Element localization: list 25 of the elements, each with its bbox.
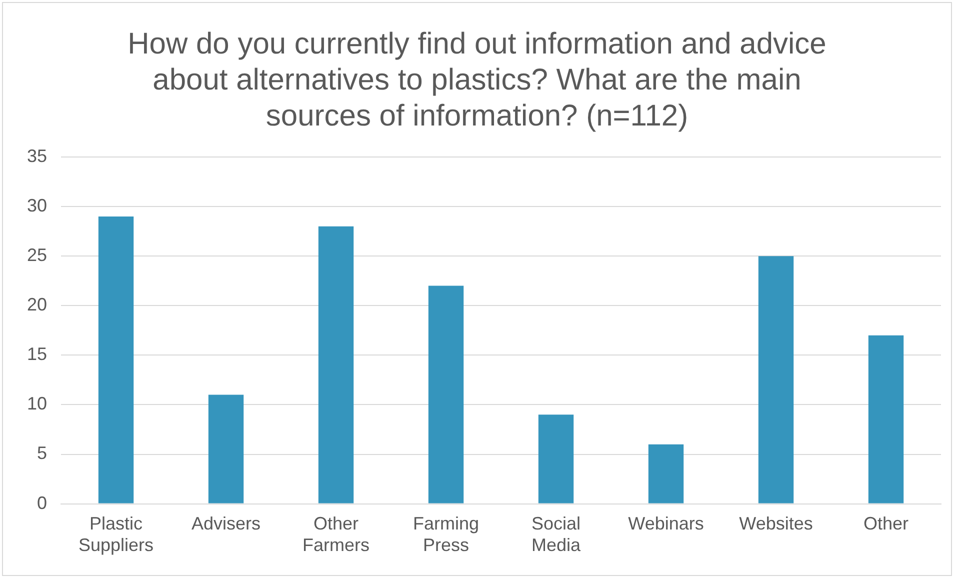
y-tick-label: 30 — [26, 196, 48, 216]
x-tick-label: Webinars — [628, 514, 704, 534]
x-tick-label: Plastic Suppliers — [78, 514, 154, 556]
bar — [98, 216, 134, 504]
x-tick-label: Farming Press — [413, 514, 480, 556]
x-tick-label: Advisers — [192, 514, 261, 534]
x-tick-label: Other Farmers — [302, 514, 370, 556]
bar — [648, 444, 684, 504]
y-tick-label: 35 — [26, 146, 48, 166]
x-tick-label: Websites — [739, 514, 813, 534]
bar — [318, 226, 354, 504]
bar — [868, 335, 904, 504]
y-tick-label: 5 — [37, 443, 48, 464]
chart-title: How do you currently find out information and advice about alternatives to plastics? What are the main sources of information? (n=112) — [128, 27, 826, 132]
bar — [428, 286, 464, 504]
y-tick-label: 10 — [26, 394, 48, 414]
x-tick-label: Other — [863, 514, 909, 534]
y-tick-label: 0 — [37, 492, 48, 513]
bar — [208, 394, 244, 504]
x-tick-label: Social Media — [531, 514, 582, 556]
bar — [538, 414, 574, 504]
y-tick-label: 20 — [26, 294, 48, 315]
y-tick-label: 15 — [26, 344, 48, 364]
y-tick-label: 25 — [26, 245, 48, 266]
bar — [758, 256, 794, 504]
